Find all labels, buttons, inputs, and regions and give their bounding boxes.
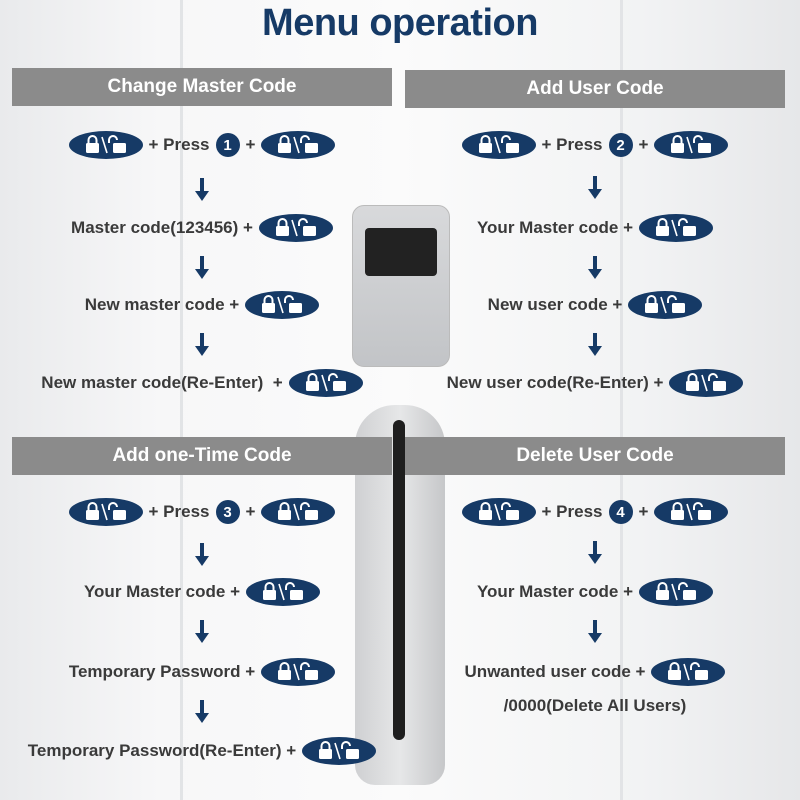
door-frame-line xyxy=(180,0,183,800)
arrow-down-icon xyxy=(194,543,210,567)
lock-unlock-icon xyxy=(639,578,714,606)
step-text: + Press xyxy=(541,502,603,521)
step-row: Your Master code + xyxy=(395,213,795,243)
step-text: Master code(123456) + xyxy=(71,218,253,237)
lock-unlock-icon xyxy=(639,214,714,242)
panel-change-master-code: Change Master Code + Press 1 + Master code(1… xyxy=(12,68,392,428)
step-text: + xyxy=(638,502,649,521)
step-text: Temporary Password(Re-Enter) + xyxy=(27,741,297,760)
step-row: Unwanted user code + xyxy=(395,657,795,687)
step-text: New user code + xyxy=(487,295,623,314)
step-row: /0000(Delete All Users) xyxy=(395,691,795,721)
arrow-down-icon xyxy=(587,256,603,280)
arrow-down-icon xyxy=(587,541,603,565)
step-text: New user code(Re-Enter) + xyxy=(446,373,664,392)
step-text: New master code(Re-Enter) + xyxy=(41,373,283,392)
arrow-down-icon xyxy=(194,256,210,280)
panel-header: Change Master Code xyxy=(12,68,392,106)
panel-header: Add one-Time Code xyxy=(12,437,392,475)
step-text: + Press xyxy=(148,135,210,154)
arrow-down-icon xyxy=(587,620,603,644)
step-text: Your Master code + xyxy=(476,218,634,237)
step-text: + xyxy=(638,135,649,154)
step-row: New user code(Re-Enter) + xyxy=(395,368,795,398)
number-badge: 4 xyxy=(608,500,633,524)
panel-header: Add User Code xyxy=(405,70,785,108)
lock-unlock-icon xyxy=(654,131,729,159)
lock-unlock-icon xyxy=(651,658,726,686)
step-row: Master code(123456) + xyxy=(2,213,402,243)
step-row: + Press 2 + xyxy=(395,130,795,160)
lock-unlock-icon xyxy=(246,578,321,606)
lock-unlock-icon xyxy=(654,498,729,526)
lock-unlock-icon xyxy=(461,131,536,159)
number-badge: 2 xyxy=(608,133,633,157)
step-text: Unwanted user code + xyxy=(464,662,646,681)
lock-unlock-icon xyxy=(461,498,536,526)
lock-unlock-icon xyxy=(628,291,703,319)
number-badge: 3 xyxy=(215,500,240,524)
door-frame-line xyxy=(620,0,623,800)
lock-unlock-icon xyxy=(669,369,744,397)
lock-unlock-icon xyxy=(245,291,320,319)
step-text: + xyxy=(245,135,256,154)
arrow-down-icon xyxy=(194,620,210,644)
lock-unlock-icon xyxy=(261,658,336,686)
lock-unlock-icon xyxy=(288,369,363,397)
step-row: New master code + xyxy=(2,290,402,320)
step-row: + Press 4 + xyxy=(395,497,795,527)
step-text: + xyxy=(245,502,256,521)
smart-lock-image xyxy=(352,205,450,367)
lock-unlock-icon xyxy=(68,131,143,159)
panel-header: Delete User Code xyxy=(405,437,785,475)
arrow-down-icon xyxy=(194,178,210,202)
step-row: + Press 3 + xyxy=(2,497,402,527)
page-title: Menu operation xyxy=(262,2,538,44)
step-text: Temporary Password + xyxy=(68,662,256,681)
step-text: Your Master code + xyxy=(83,582,241,601)
panel-add-one-time-code: Add one-Time Code + Press 3 + Your Master co… xyxy=(12,437,392,797)
step-row: New master code(Re-Enter) + xyxy=(2,368,402,398)
panel-delete-user-code: Delete User Code + Press 4 + Your Master cod… xyxy=(405,437,785,797)
arrow-down-icon xyxy=(587,333,603,357)
lock-unlock-icon xyxy=(68,498,143,526)
number-badge: 1 xyxy=(215,133,240,157)
step-row: New user code + xyxy=(395,290,795,320)
step-text: + Press xyxy=(541,135,603,154)
arrow-down-icon xyxy=(587,176,603,200)
lock-unlock-icon xyxy=(261,498,336,526)
handle-bar xyxy=(393,420,405,740)
panel-add-user-code: Add User Code + Press 2 + Your Master code +… xyxy=(405,70,785,430)
step-row: + Press 1 + xyxy=(2,130,402,160)
step-text: New master code + xyxy=(84,295,240,314)
step-text: /0000(Delete All Users) xyxy=(503,696,687,715)
arrow-down-icon xyxy=(194,700,210,724)
step-row: Your Master code + xyxy=(2,577,402,607)
lock-unlock-icon xyxy=(302,737,377,765)
arrow-down-icon xyxy=(194,333,210,357)
step-row: Temporary Password(Re-Enter) + xyxy=(2,736,402,766)
step-text: + Press xyxy=(148,502,210,521)
lock-unlock-icon xyxy=(258,214,333,242)
lock-unlock-icon xyxy=(261,131,336,159)
step-text: Your Master code + xyxy=(476,582,634,601)
keypad xyxy=(365,228,437,276)
step-row: Temporary Password + xyxy=(2,657,402,687)
step-row: Your Master code + xyxy=(395,577,795,607)
